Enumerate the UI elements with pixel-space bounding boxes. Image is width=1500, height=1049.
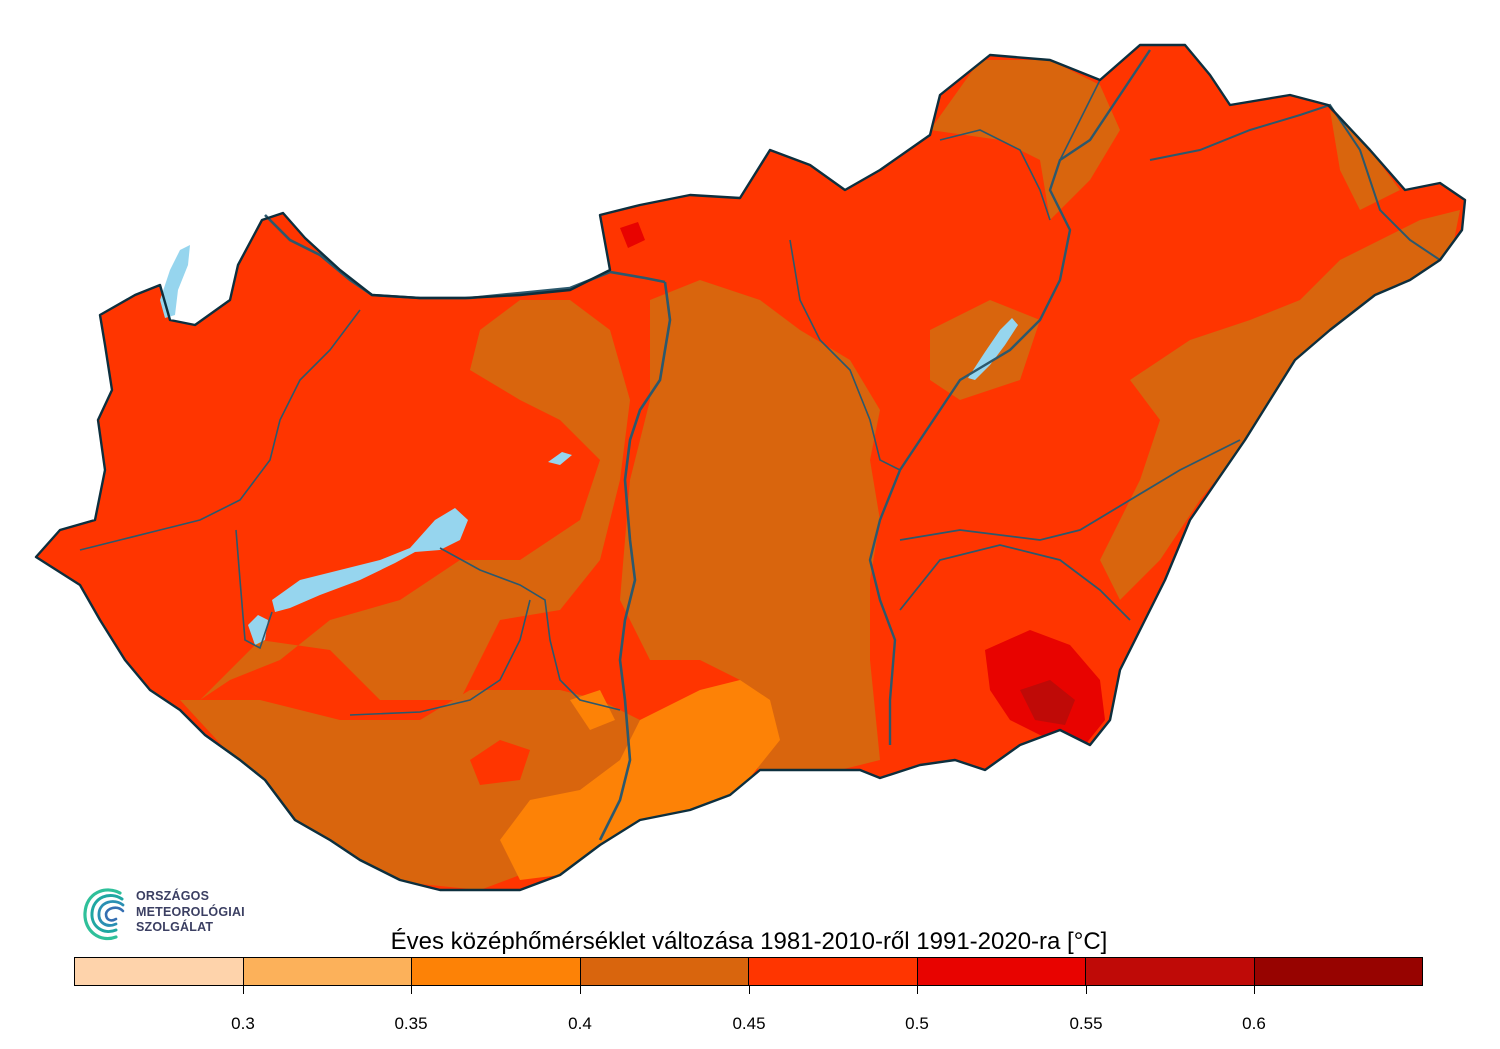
legend-tick-mark-5 xyxy=(1086,986,1087,994)
lake-velence xyxy=(548,452,572,465)
river-maros xyxy=(899,544,1131,621)
zone-central-0.40-0.45 xyxy=(620,280,880,780)
zone-northeast-0.40-0.45 xyxy=(930,60,1120,220)
legend-title: Éves középhőmérséklet változása 1981-201… xyxy=(390,928,1108,955)
legend-bin-3 xyxy=(579,958,748,985)
zone-southwest-spot-0.45-0.50 xyxy=(470,740,530,785)
lake-tisza xyxy=(968,318,1018,380)
river-sio xyxy=(439,547,621,711)
river-hernad xyxy=(1059,79,1101,161)
river-kapos xyxy=(349,599,531,716)
legend-tick-mark-6 xyxy=(1254,986,1255,994)
lake-balaton xyxy=(272,508,468,612)
zone-southeast-core-0.55-0.60 xyxy=(1020,680,1075,725)
lake-ferto xyxy=(160,245,190,318)
omsz-swirl-icon xyxy=(83,888,125,941)
color-scale-bar xyxy=(74,957,1423,986)
legend-bin-4 xyxy=(748,958,917,985)
legend-tick-label-5: 0.55 xyxy=(1069,1014,1103,1033)
legend-bin-6 xyxy=(1085,958,1254,985)
zone-east-0.40-0.45 xyxy=(1100,210,1460,600)
zone-southwest-0.40-0.45 xyxy=(200,300,630,700)
logo-line-2: METEOROLÓGIAI xyxy=(136,904,245,919)
river-koros xyxy=(899,439,1241,541)
legend-tick-label-6: 0.6 xyxy=(1242,1014,1266,1033)
legend-bin-2 xyxy=(411,958,580,985)
logo-line-3: SZOLGÁLAT xyxy=(136,920,214,934)
legend-tick-mark-0 xyxy=(243,986,244,994)
legend-bin-5 xyxy=(916,958,1085,985)
river-tisza xyxy=(868,49,1151,745)
legend-tick-label-4: 0.5 xyxy=(905,1014,929,1033)
river-zagyva xyxy=(789,239,901,471)
legend-tick-label-1: 0.35 xyxy=(394,1014,428,1033)
legend-tick-mark-2 xyxy=(580,986,581,994)
legend-tick-mark-1 xyxy=(411,986,412,994)
legend-tick-label-2: 0.4 xyxy=(568,1014,592,1033)
legend-bin-7 xyxy=(1253,958,1422,985)
river-sajo xyxy=(939,129,1051,221)
legend-tick-label-3: 0.45 xyxy=(732,1014,766,1033)
legend-tick-label-0: 0.3 xyxy=(231,1014,255,1033)
legend-bin-1 xyxy=(242,958,411,985)
omsz-logo: ORSZÁGOS METEOROLÓGIAI SZOLGÁLAT xyxy=(80,883,280,947)
zone-south-0.35-0.40 xyxy=(500,680,780,880)
hungary-temperature-map xyxy=(34,43,1467,892)
river-zala xyxy=(235,529,273,650)
zone-north-small-0.50-0.55 xyxy=(620,222,645,248)
rivers xyxy=(79,49,1441,881)
zone-northeast-tip-0.40-0.45 xyxy=(1330,110,1400,210)
legend-tick-mark-3 xyxy=(749,986,750,994)
river-danube xyxy=(598,281,672,841)
river-raba xyxy=(79,309,361,551)
legend-bin-0 xyxy=(75,958,243,985)
river-tisza-upper xyxy=(1149,103,1441,261)
temperature-field xyxy=(36,45,1465,890)
logo-line-1: ORSZÁGOS xyxy=(136,889,210,903)
legend-tick-mark-4 xyxy=(917,986,918,994)
